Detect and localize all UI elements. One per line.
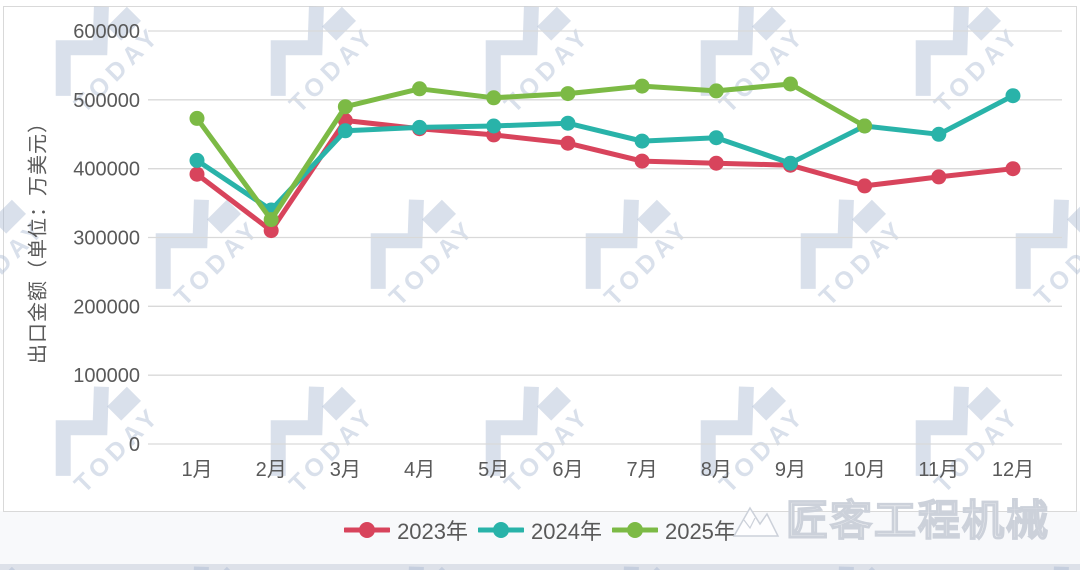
data-point-2023年 [189, 166, 205, 182]
data-point-2024年 [412, 119, 428, 135]
x-tick-label: 12月 [992, 459, 1034, 481]
mountain-logo-icon [732, 506, 780, 537]
legend-item-2024年: 2024年 [478, 514, 602, 546]
data-point-2025年 [337, 99, 353, 115]
y-tick-label: 600000 [73, 21, 140, 43]
x-tick-label: 11月 [918, 459, 959, 481]
series-line-2025年 [194, 81, 868, 223]
data-point-2023年 [857, 178, 873, 194]
x-tick-label: 8月 [701, 459, 732, 481]
data-point-2024年 [337, 123, 353, 139]
y-tick-label: 100000 [73, 365, 140, 387]
legend-item-2025年: 2025年 [611, 514, 736, 546]
data-point-2024年 [189, 152, 205, 168]
legend-item-2023年: 2023年 [344, 514, 468, 546]
legend-label: 2023年 [397, 519, 469, 544]
data-point-2025年 [189, 110, 205, 126]
data-point-2025年 [486, 90, 502, 106]
footer-watermark: 匠客工程机械 [730, 490, 1050, 544]
data-point-2024年 [1005, 88, 1021, 104]
y-tick-label: 400000 [73, 159, 140, 181]
legend-label: 2025年 [664, 519, 736, 544]
data-point-2023年 [634, 153, 650, 169]
y-axis-title: 出口金额（单位：万美元） [27, 112, 50, 364]
data-point-2025年 [782, 76, 798, 92]
x-tick-label: 7月 [627, 459, 658, 481]
legend-marker-icon [611, 522, 658, 538]
chart-card-border [3, 6, 1077, 512]
data-point-2025年 [857, 118, 873, 134]
data-point-2024年 [486, 118, 502, 134]
y-tick-label: 200000 [73, 296, 140, 318]
chart-legend: 2023年 2024年 2025年 [0, 512, 1080, 548]
footer-watermark-text: 匠客工程机械 [785, 496, 1050, 545]
data-point-2024年 [708, 130, 724, 146]
x-tick-label: 5月 [478, 459, 509, 481]
x-tick-label: 10月 [843, 459, 885, 481]
data-point-2023年 [263, 223, 279, 239]
data-point-2024年 [931, 126, 947, 142]
series-line-2023年 [194, 118, 1016, 234]
x-tick-label: 1月 [181, 459, 212, 481]
data-point-2025年 [634, 78, 650, 94]
data-point-2025年 [412, 81, 428, 97]
data-point-2023年 [1005, 161, 1021, 177]
x-tick-label: 9月 [775, 459, 806, 481]
bottom-edge-strip [0, 564, 1080, 570]
legend-marker-icon [344, 522, 391, 538]
page-background-strip [0, 511, 1080, 570]
x-tick-label: 4月 [404, 459, 435, 481]
data-point-2024年 [782, 155, 798, 171]
x-tick-label: 3月 [330, 459, 361, 481]
data-point-2023年 [931, 169, 947, 185]
y-tick-label: 500000 [73, 90, 140, 112]
data-point-2023年 [560, 135, 576, 151]
x-tick-label: 2月 [256, 459, 287, 481]
series-line-2024年 [194, 93, 1016, 213]
data-point-2024年 [560, 115, 576, 131]
x-tick-label: 6月 [552, 459, 583, 481]
data-point-2023年 [708, 155, 724, 171]
data-point-2025年 [708, 83, 724, 99]
y-tick-label: 300000 [73, 228, 140, 250]
y-tick-label: 0 [129, 434, 140, 456]
legend-label: 2024年 [531, 519, 602, 544]
data-point-2025年 [560, 86, 576, 102]
legend-marker-icon [478, 522, 525, 538]
data-point-2024年 [634, 133, 650, 149]
data-point-2025年 [263, 212, 279, 228]
